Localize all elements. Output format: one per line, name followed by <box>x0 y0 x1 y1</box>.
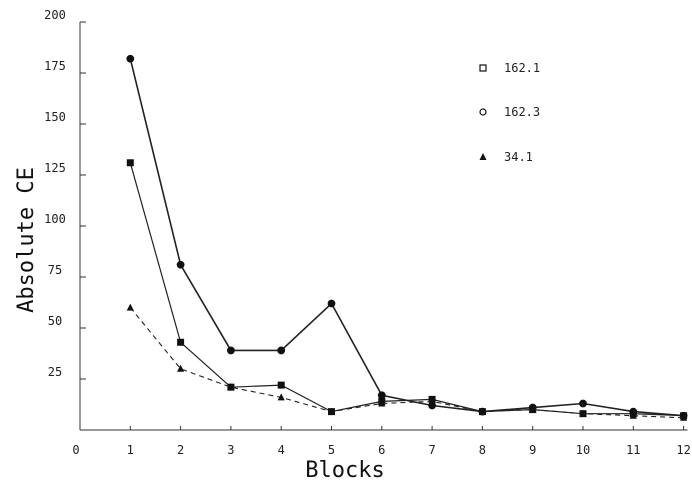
legend: 162.1 162.3 34.1 <box>479 61 540 164</box>
data-point <box>277 393 285 401</box>
data-point <box>327 407 336 415</box>
data-point <box>428 397 436 405</box>
x-tick-label: 9 <box>529 443 536 457</box>
y-tick-label: 100 <box>44 212 66 226</box>
series-line <box>129 58 684 417</box>
x-tick-label: 6 <box>378 443 385 457</box>
y-tick-label: 150 <box>44 110 66 124</box>
y-axis-label: Absolute CE <box>14 167 39 313</box>
data-point <box>126 54 135 63</box>
legend-marker <box>479 64 487 72</box>
series-line <box>129 307 684 419</box>
series-triangle <box>126 303 688 421</box>
legend-item: 162.3 <box>479 105 540 119</box>
data-point <box>227 383 235 391</box>
legend-label: 162.3 <box>504 105 540 119</box>
x-tick-label: 7 <box>428 443 435 457</box>
x-tick-label: 5 <box>328 443 335 457</box>
data-point <box>126 159 134 167</box>
data-point <box>529 405 537 413</box>
y-tick-label: 175 <box>44 59 66 73</box>
x-tick-label: 0 <box>72 443 79 457</box>
data-point <box>478 407 486 415</box>
data-point <box>579 399 587 408</box>
x-tick-label: 4 <box>278 443 285 457</box>
data-point <box>277 381 285 389</box>
y-tick-label: 200 <box>44 8 66 22</box>
x-tick-label: 12 <box>676 443 690 457</box>
data-point <box>176 260 185 269</box>
legend-label: 34.1 <box>504 150 533 164</box>
x-tick-label: 3 <box>227 443 234 457</box>
data-point <box>327 299 336 308</box>
data-point <box>680 413 688 421</box>
data-point <box>126 303 134 311</box>
x-axis-label: Blocks <box>305 458 384 483</box>
data-point <box>177 364 185 372</box>
series-circle <box>126 54 688 420</box>
data-point <box>277 346 286 355</box>
legend-item: 34.1 <box>479 150 533 164</box>
x-tick-label: 8 <box>479 443 486 457</box>
x-tick-label: 11 <box>626 443 640 457</box>
legend-marker <box>479 153 487 160</box>
x-tick-label: 10 <box>576 443 590 457</box>
y-tick-label: 125 <box>44 161 66 175</box>
x-tick-label: 1 <box>127 443 134 457</box>
data-point <box>378 399 386 407</box>
data-point <box>377 391 386 400</box>
legend-marker <box>479 108 487 116</box>
legend-label: 162.1 <box>504 61 540 75</box>
data-point <box>177 338 185 346</box>
y-tick-label: 75 <box>48 263 62 277</box>
data-point <box>227 346 235 355</box>
series-layer <box>126 54 688 421</box>
data-point <box>629 411 637 419</box>
data-point <box>579 409 587 417</box>
y-tick-label: 25 <box>48 365 62 379</box>
series-line <box>129 162 684 417</box>
x-tick-label: 2 <box>177 443 184 457</box>
y-tick-label: 50 <box>48 314 62 328</box>
legend-item: 162.1 <box>479 61 540 75</box>
